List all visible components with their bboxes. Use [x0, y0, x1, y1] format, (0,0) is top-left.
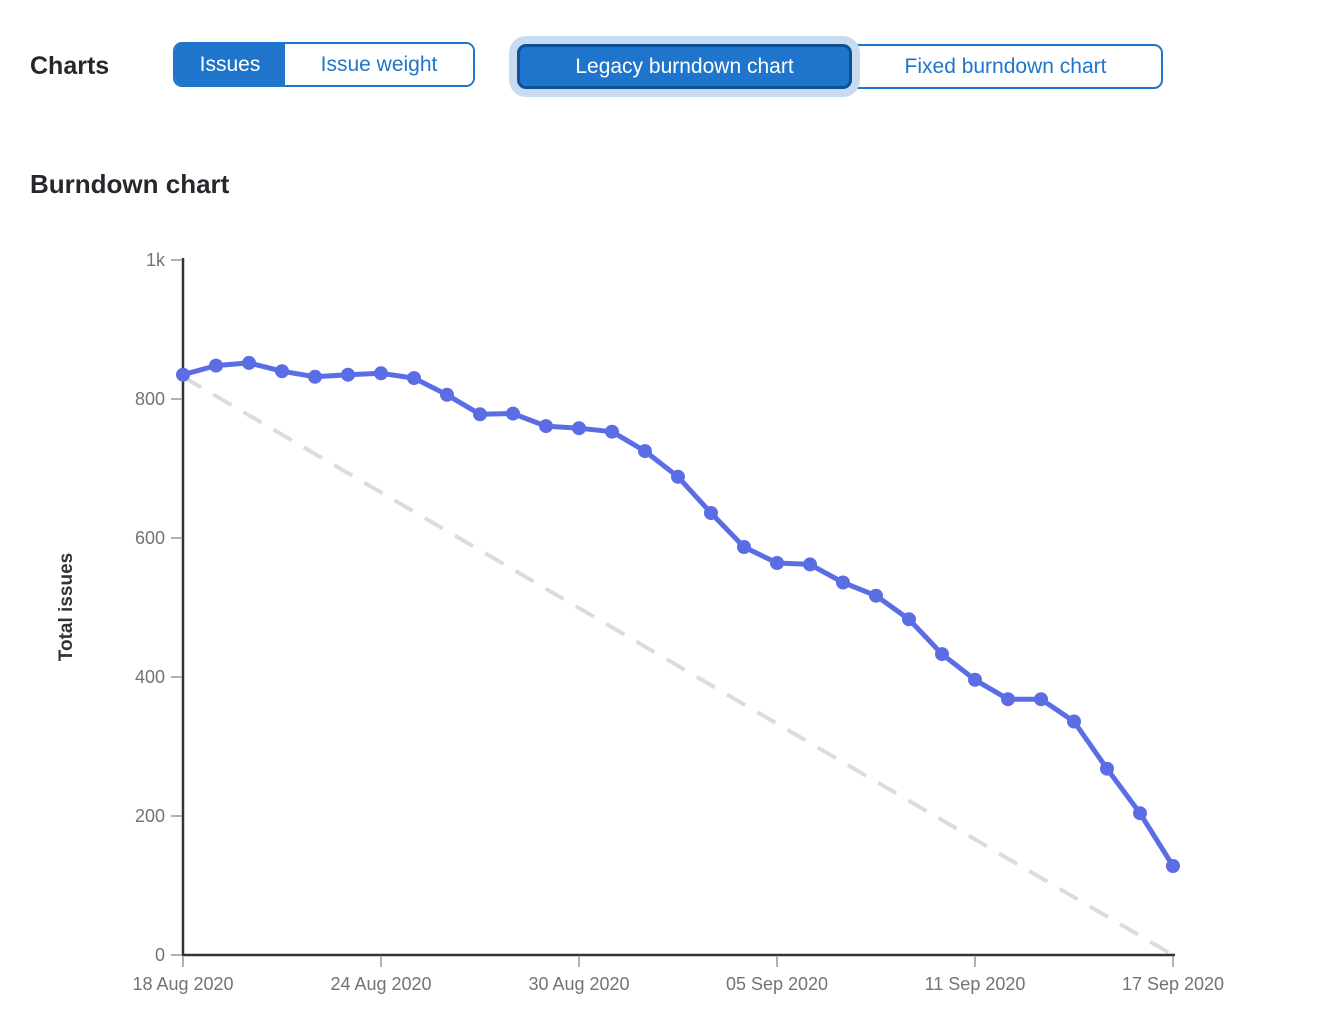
x-axis-tick-label: 17 Sep 2020: [1122, 974, 1224, 994]
data-point[interactable]: [176, 367, 190, 382]
y-axis-tick-label: 0: [155, 945, 165, 965]
y-axis-tick-label: 600: [135, 528, 165, 548]
y-axis-tick-label: 200: [135, 806, 165, 826]
axis-lines: [181, 258, 1175, 957]
x-axis-tick-label: 24 Aug 2020: [330, 974, 431, 994]
data-point[interactable]: [638, 444, 652, 459]
data-point[interactable]: [341, 367, 355, 382]
data-point[interactable]: [836, 575, 850, 590]
legacy-burndown-chart-button[interactable]: Legacy burndown chart: [517, 44, 852, 89]
data-point[interactable]: [1001, 692, 1015, 707]
data-point[interactable]: [1067, 714, 1081, 729]
ideal-guideline-dashed-line: [181, 375, 1175, 957]
data-point[interactable]: [737, 540, 751, 554]
issue-weight-toggle-button[interactable]: Issue weight: [285, 44, 473, 85]
data-point[interactable]: [968, 672, 982, 687]
y-axis-tick-label: 800: [135, 389, 165, 409]
chart-type-toggle-group: Legacy burndown chart Fixed burndown cha…: [517, 44, 1163, 89]
data-point[interactable]: [704, 506, 718, 520]
data-point[interactable]: [869, 588, 883, 603]
data-point[interactable]: [209, 358, 223, 373]
data-point[interactable]: [605, 424, 619, 439]
data-point[interactable]: [1133, 806, 1147, 821]
y-axis-title: Total issues: [56, 553, 77, 661]
data-point[interactable]: [308, 369, 322, 384]
x-axis-tick-label: 30 Aug 2020: [528, 974, 629, 994]
data-point[interactable]: [506, 406, 520, 421]
y-axis-tick-label: 1k: [146, 250, 166, 270]
data-point[interactable]: [935, 647, 949, 662]
data-point[interactable]: [1166, 859, 1180, 873]
data-point[interactable]: [1100, 761, 1114, 776]
page-title: Burndown chart: [30, 169, 230, 199]
data-point[interactable]: [539, 419, 553, 434]
fixed-burndown-chart-button[interactable]: Fixed burndown chart: [850, 44, 1163, 89]
data-point[interactable]: [1034, 692, 1048, 707]
metric-toggle-group: Issues Issue weight: [173, 42, 475, 87]
data-point[interactable]: [803, 557, 817, 572]
x-axis-tick-label: 18 Aug 2020: [132, 974, 233, 994]
x-axis-tick-label: 05 Sep 2020: [726, 974, 828, 994]
charts-label: Charts: [30, 52, 110, 80]
burndown-chart: 0 200 400 600 800 1k 18 Aug 2020 24 Aug 2020 30 …: [56, 250, 1224, 994]
data-point[interactable]: [671, 469, 685, 484]
data-point[interactable]: [572, 421, 586, 436]
data-point[interactable]: [407, 371, 421, 386]
data-point[interactable]: [275, 364, 289, 379]
data-point[interactable]: [770, 556, 784, 570]
data-point[interactable]: [374, 366, 388, 381]
data-point[interactable]: [242, 355, 256, 370]
data-point[interactable]: [473, 407, 487, 422]
data-point[interactable]: [440, 387, 454, 402]
x-axis-tick-label: 11 Sep 2020: [925, 974, 1026, 994]
burndown-series-line: [180, 360, 1176, 869]
data-point[interactable]: [902, 612, 916, 627]
y-axis-tick-label: 400: [135, 667, 165, 687]
issues-toggle-button[interactable]: Issues: [175, 44, 285, 85]
